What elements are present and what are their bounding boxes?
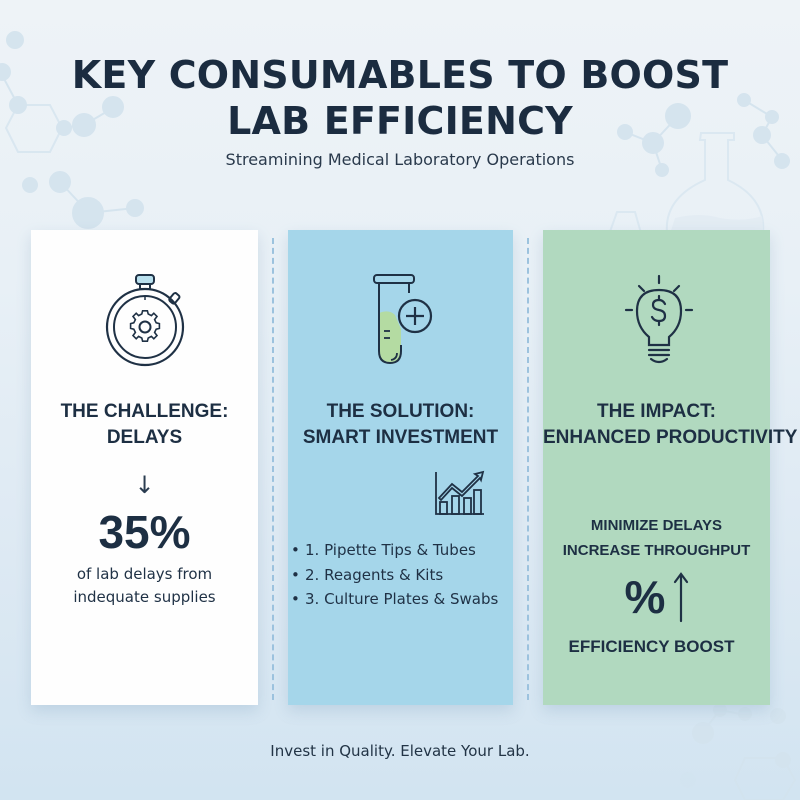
challenge-heading: THE CHALLENGE: DELAYS <box>60 401 229 448</box>
percent-symbol: % <box>624 571 666 623</box>
delay-stat-description: of lab delays from indequate supplies <box>73 565 216 606</box>
efficiency-symbol: % <box>543 570 770 624</box>
column-separator <box>527 238 529 700</box>
list-item: 1. Pipette Tips & Tubes <box>291 538 498 563</box>
delay-stat-value: 35% <box>98 506 191 558</box>
growth-chart-icon <box>435 470 485 515</box>
stopwatch-gear-icon <box>105 274 185 367</box>
page-subtitle: Streamining Medical Laboratory Operation… <box>225 150 575 169</box>
impact-heading: THE IMPACT: ENHANCED PRODUCTIVITY <box>543 401 798 448</box>
arrow-up-icon <box>673 572 688 623</box>
solution-card: THE SOLUTION: SMART INVESTMENT 1. Pipett… <box>288 230 513 705</box>
impact-card: THE IMPACT: ENHANCED PRODUCTIVITY MINIMI… <box>543 230 798 705</box>
page-title: KEY CONSUMABLES TO BOOST LAB EFFICIENCY <box>0 52 800 144</box>
arrow-down-icon: ↓ <box>134 471 155 499</box>
list-item: 3. Culture Plates & Swabs <box>291 587 498 612</box>
title-line-1: KEY CONSUMABLES TO BOOST <box>71 53 729 97</box>
column-separator <box>272 238 274 700</box>
test-tube-plus-icon <box>373 274 433 365</box>
impact-benefits: MINIMIZE DELAYS INCREASE THROUGHPUT <box>562 517 751 559</box>
title-line-2: LAB EFFICIENCY <box>227 99 573 143</box>
consumables-list: 1. Pipette Tips & Tubes 2. Reagents & Ki… <box>291 538 498 612</box>
lightbulb-dollar-icon <box>624 274 694 364</box>
footer-tagline: Invest in Quality. Elevate Your Lab. <box>270 742 530 760</box>
solution-heading: THE SOLUTION: SMART INVESTMENT <box>302 401 499 448</box>
challenge-card: THE CHALLENGE: DELAYS ↓ 35% of lab delay… <box>31 230 258 705</box>
list-item: 2. Reagents & Kits <box>291 563 498 588</box>
efficiency-boost-label: EFFICIENCY BOOST <box>568 637 735 656</box>
